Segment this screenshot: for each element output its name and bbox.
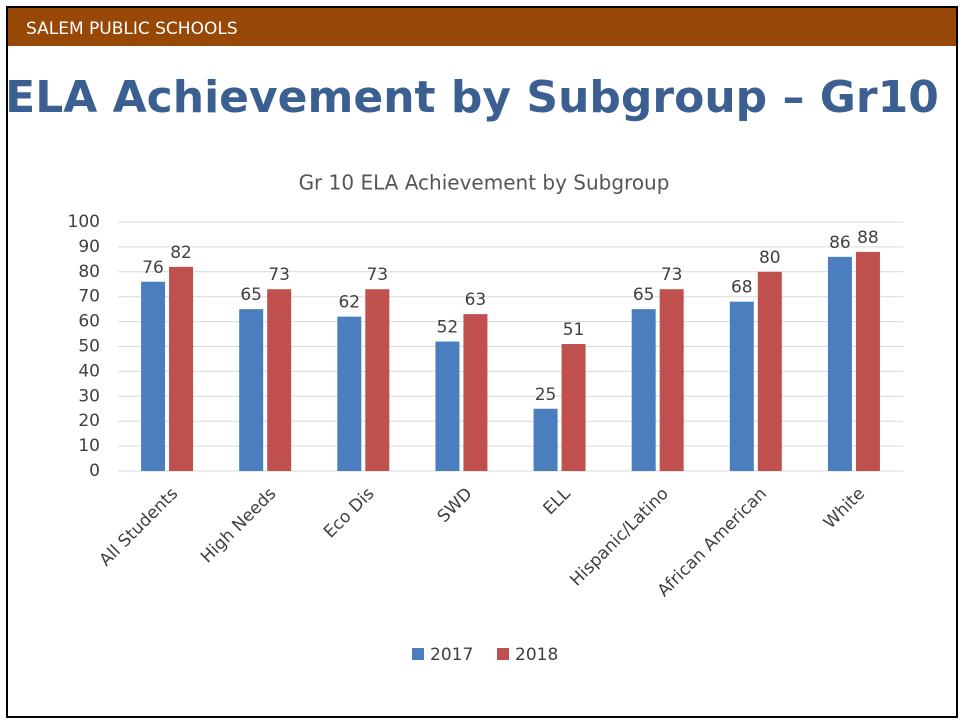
- y-tick-label: 70: [78, 287, 100, 307]
- y-tick-label: 20: [78, 411, 100, 431]
- y-tick-label: 10: [78, 436, 100, 456]
- bar: [239, 309, 264, 471]
- legend-label: 2017: [430, 645, 473, 665]
- chart-title: Gr 10 ELA Achievement by Subgroup: [299, 171, 670, 195]
- bar: [365, 289, 390, 471]
- legend-swatch: [412, 648, 424, 660]
- y-tick-label: 80: [78, 262, 100, 282]
- y-tick-label: 60: [78, 312, 100, 332]
- bar: [757, 271, 782, 471]
- data-label: 73: [661, 265, 683, 285]
- bar: [659, 289, 684, 471]
- bar: [827, 256, 852, 471]
- bar: [561, 344, 586, 471]
- data-label: 65: [240, 285, 262, 305]
- bar: [141, 281, 166, 471]
- data-label: 68: [731, 278, 753, 298]
- data-label: 82: [170, 243, 192, 263]
- data-label: 51: [563, 320, 585, 340]
- bar: [267, 289, 292, 471]
- data-label: 25: [535, 385, 557, 405]
- data-label: 65: [633, 285, 655, 305]
- data-label: 73: [268, 265, 290, 285]
- bar: [533, 408, 558, 471]
- bar: [435, 341, 460, 471]
- slide-title: ELA Achievement by Subgroup – Gr10: [5, 72, 939, 123]
- data-label: 52: [437, 318, 459, 338]
- data-label: 62: [338, 293, 360, 313]
- bar: [855, 251, 880, 471]
- data-label: 88: [857, 228, 879, 248]
- bar: [729, 301, 754, 471]
- legend-label: 2018: [515, 645, 558, 665]
- y-tick-label: 0: [89, 461, 100, 481]
- header-text: SALEM PUBLIC SCHOOLS: [26, 19, 238, 39]
- data-label: 63: [465, 290, 487, 310]
- legend-swatch: [497, 648, 509, 660]
- data-label: 76: [142, 258, 164, 278]
- bar: [337, 316, 362, 471]
- data-label: 73: [366, 265, 388, 285]
- y-tick-label: 30: [78, 386, 100, 406]
- y-tick-label: 40: [78, 361, 100, 381]
- bar: [463, 314, 488, 471]
- data-label: 80: [759, 248, 781, 268]
- header-bar: [8, 8, 956, 46]
- bar: [169, 266, 194, 471]
- y-tick-label: 90: [78, 237, 100, 257]
- bar: [631, 309, 656, 471]
- data-label: 86: [829, 233, 851, 253]
- y-tick-label: 50: [78, 337, 100, 357]
- y-tick-label: 100: [68, 212, 100, 232]
